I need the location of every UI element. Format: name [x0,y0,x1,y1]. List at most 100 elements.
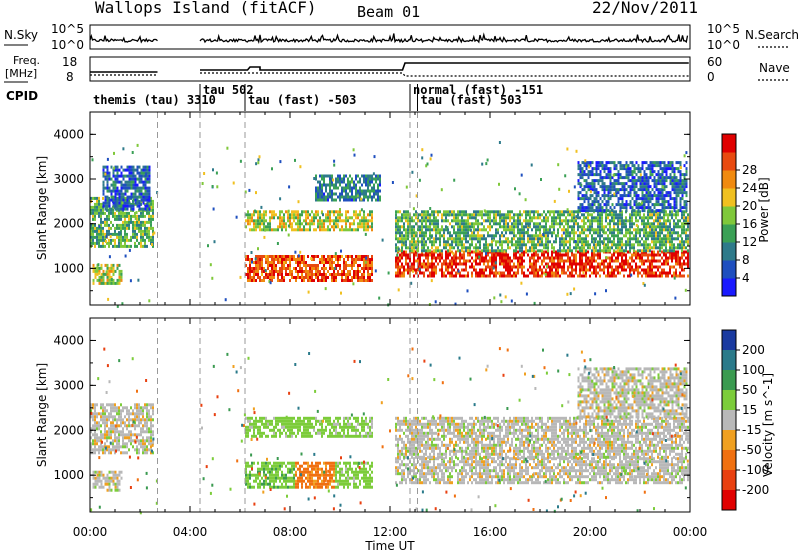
echo-cell [465,259,467,263]
echo-cell [339,258,341,261]
echo-cell [601,185,604,189]
echo-cell [102,241,104,245]
echo-cell [471,222,473,226]
echo-cell [599,209,602,213]
echo-cell [625,259,627,263]
echo-cell [681,173,684,177]
echo-cell [474,216,477,220]
echo-cell [567,228,569,232]
echo-cell [135,211,138,215]
echo-cell [421,210,423,214]
echo-cell [561,268,563,272]
echo-cell [373,177,375,181]
echo-cell [683,176,686,180]
echo-cell [397,231,399,235]
echo-cell [507,256,509,260]
echo-cell [555,253,557,257]
echo-cell [339,273,341,276]
echo-cell [321,219,323,223]
echo-cell [641,194,644,198]
echo-cell [581,173,584,177]
echo-cell [671,249,673,253]
echo-cell [499,234,501,238]
echo-cell [269,228,271,232]
echo-cell [329,186,331,190]
echo-cell [305,213,307,217]
echo-cell [539,222,541,226]
echo-cell [441,216,443,220]
echo-cell [413,246,415,250]
echo-cell [509,246,511,250]
echo-cell [643,216,645,220]
echo-cell [361,222,363,226]
echo-cell [374,269,377,273]
echo-cell [407,253,409,257]
echo-cell [595,197,598,201]
echo-cell [507,268,509,272]
echo-cell [619,176,622,180]
echo-cell [361,279,363,282]
echo-cell [106,204,109,208]
echo-cell [257,213,259,217]
echo-cell [619,209,622,213]
echo-cell [489,222,491,226]
echo-cell [601,161,604,165]
echo-cell [427,274,429,278]
echo-cell [269,273,271,276]
echo-cell [505,274,507,278]
echo-cell [293,210,295,214]
echo-cell [629,206,632,210]
echo-cell [431,265,433,269]
echo-cell [563,219,565,223]
echo-cell [114,244,116,248]
echo-cell [503,256,505,260]
echo-cell [568,189,570,193]
echo-cell [667,200,670,204]
echo-cell [603,182,606,186]
echo-cell [405,259,407,263]
echo-cell [641,249,643,253]
echo-cell [124,180,127,184]
echo-cell [275,258,277,261]
echo-cell [495,219,497,223]
echo-cell [257,267,259,270]
echo-cell [329,216,331,220]
echo-cell [675,222,677,226]
echo-cell [445,219,447,223]
echo-cell [571,262,573,266]
echo-cell [643,222,645,226]
echo-cell [613,216,615,220]
echo-cell [407,237,409,241]
echo-cell [418,267,421,271]
echo-cell [405,253,407,257]
echo-cell [435,265,437,269]
echo-cell [566,292,569,296]
echo-cell [643,246,645,250]
echo-cell [615,268,617,272]
echo-cell [503,240,505,244]
echo-cell [509,265,511,269]
echo-cell [513,262,515,266]
echo-cell [373,189,375,193]
echo-cell [642,282,645,285]
echo-cell [130,207,133,211]
echo-cell [325,213,327,217]
echo-cell [641,206,644,210]
echo-cell [343,228,345,232]
echo-cell [493,253,495,257]
echo-cell [575,149,578,153]
echo-cell [565,240,567,244]
echo-cell [283,276,285,279]
echo-cell [212,207,215,211]
echo-cell [511,222,513,226]
echo-cell [495,234,497,238]
echo-cell [545,219,547,223]
echo-cell [343,264,345,267]
echo-cell [313,219,315,223]
echo-cell [589,265,591,269]
echo-cell [421,231,423,235]
echo-cell [677,274,679,278]
echo-cell [148,207,151,211]
echo-cell [281,264,283,267]
echo-cell [351,195,353,199]
